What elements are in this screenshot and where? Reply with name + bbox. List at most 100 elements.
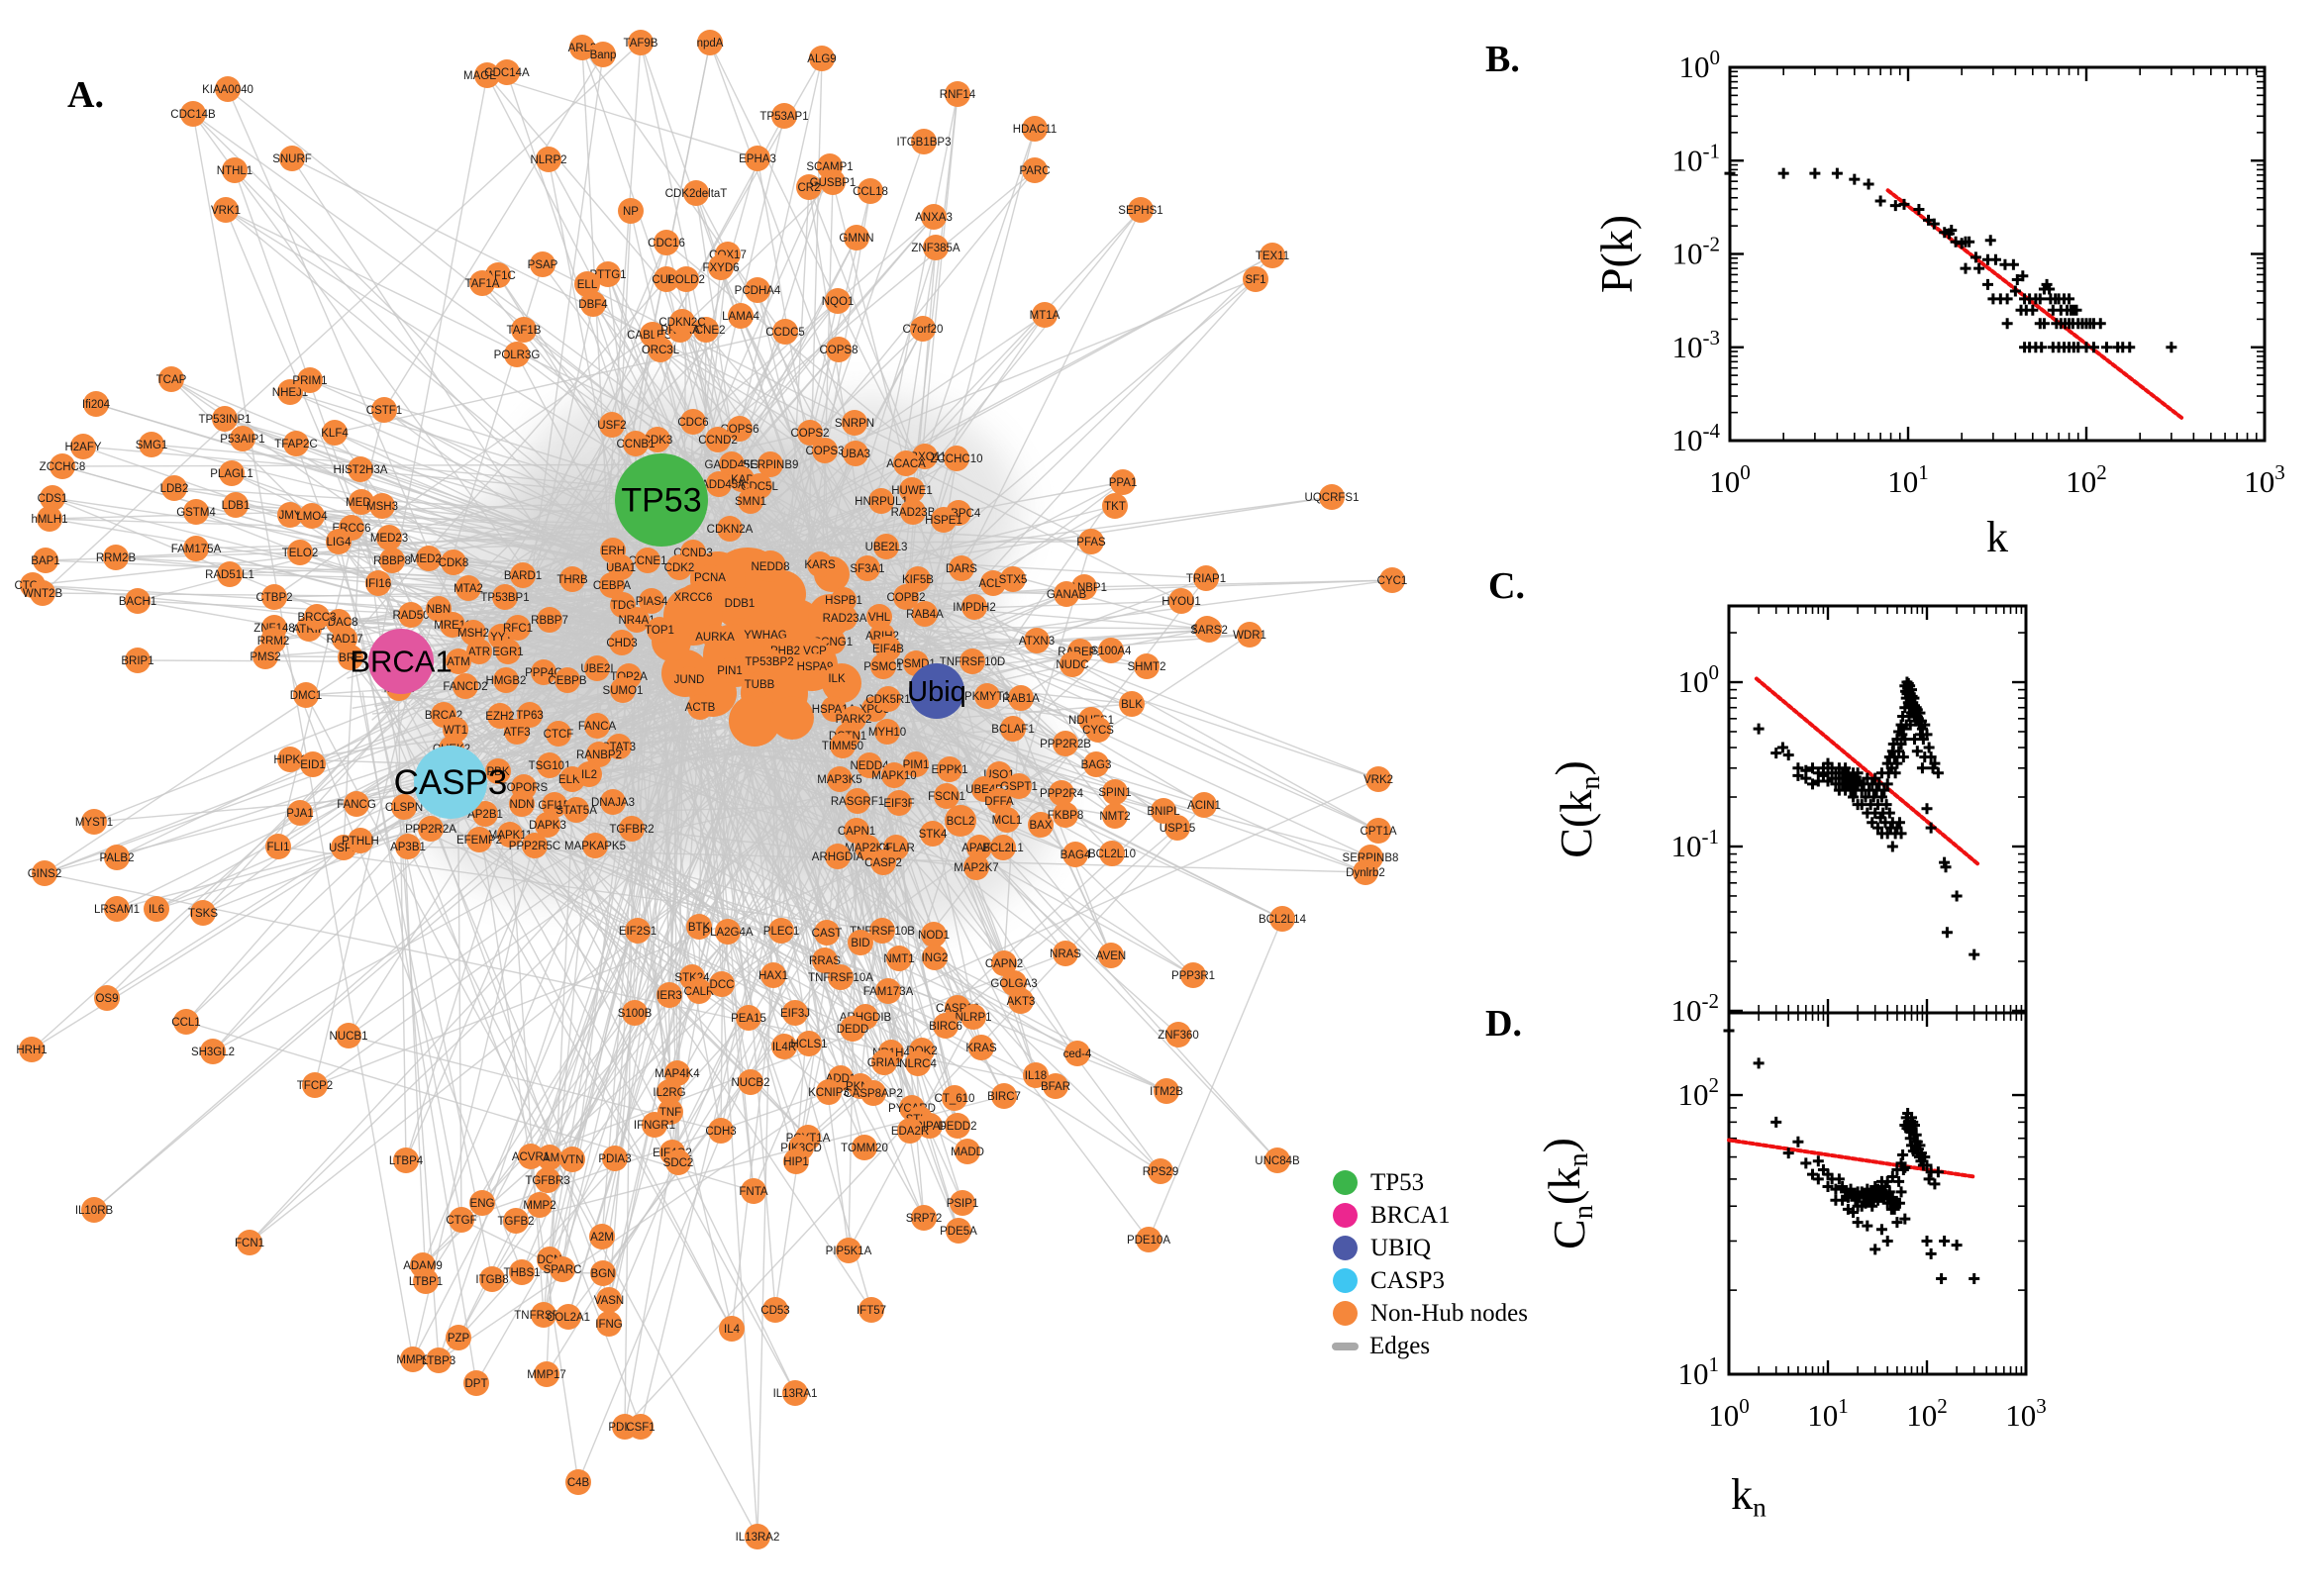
network-node: LTBP1 bbox=[409, 1268, 443, 1294]
network-node: GANAB bbox=[1047, 581, 1086, 607]
network-node: CT_610 bbox=[935, 1085, 974, 1111]
network-node: CPT1A bbox=[1360, 818, 1397, 844]
legend-label: UBIQ bbox=[1370, 1235, 1432, 1261]
network-node: SUMO1 bbox=[603, 677, 643, 703]
network-node: S100B bbox=[618, 1000, 653, 1026]
network-node: JMY bbox=[277, 502, 303, 528]
network-node: ATXN3 bbox=[1019, 628, 1055, 653]
network-node: GINS2 bbox=[28, 860, 61, 886]
network-node: CDK8 bbox=[439, 549, 468, 575]
network-node: IFT57 bbox=[857, 1297, 886, 1323]
x-tick-label: 100 bbox=[1709, 460, 1751, 499]
network-node: FANCA bbox=[578, 713, 616, 739]
network-node: THBS1 bbox=[503, 1259, 541, 1285]
network-node: HMGB2 bbox=[486, 667, 526, 693]
network-node: Ifi204 bbox=[82, 391, 111, 417]
network-node: BRCC3 bbox=[298, 604, 336, 630]
network-node: CCNB1 bbox=[617, 431, 655, 456]
network-node: MYST1 bbox=[75, 809, 113, 835]
network-node: POLD2 bbox=[667, 266, 705, 292]
network-node: IL4R bbox=[771, 1034, 797, 1059]
hub-node-ubiq: Ubiq bbox=[907, 663, 966, 719]
network-node: ING2 bbox=[922, 945, 948, 970]
network-node: HSPE1 bbox=[925, 507, 962, 533]
network-node: IL13RA2 bbox=[736, 1524, 779, 1549]
network-node: CCDC5 bbox=[765, 319, 805, 345]
legend-label: Edges bbox=[1369, 1333, 1431, 1359]
network-node: PPP2R2A bbox=[405, 816, 456, 842]
network-node: HYOU1 bbox=[1162, 588, 1201, 614]
network-node: UBA3 bbox=[841, 441, 870, 466]
network-node: COPB2 bbox=[887, 584, 926, 610]
network-node: NDN bbox=[509, 791, 535, 817]
network-node: IFI16 bbox=[365, 570, 391, 596]
network-node: MAP2K7 bbox=[954, 854, 999, 880]
network-node: FSCN1 bbox=[928, 783, 965, 809]
network-node: BGN bbox=[590, 1260, 616, 1286]
network-node: YWHAG bbox=[744, 622, 787, 648]
network-node: npdA bbox=[697, 30, 724, 55]
network-node: IL2 bbox=[576, 761, 602, 787]
network-node: GSTM4 bbox=[176, 499, 216, 525]
network-node: STX5 bbox=[999, 566, 1027, 592]
network-node: CDKN2A bbox=[707, 516, 754, 542]
network-node: ZCCHC10 bbox=[930, 446, 983, 471]
network-node: BLK bbox=[1119, 691, 1145, 717]
xlabel-d: kn bbox=[1731, 1470, 1767, 1523]
network-node: PBK bbox=[485, 758, 511, 784]
network-node: RAB1A bbox=[1002, 685, 1040, 711]
x-tick-label: 101 bbox=[1887, 460, 1929, 499]
power-law-fit-line bbox=[1754, 676, 1980, 866]
network-node: EID1 bbox=[300, 751, 326, 777]
network-node: HSPA1A bbox=[812, 696, 857, 722]
network-node: PCNA bbox=[694, 564, 726, 590]
network-node: RRAS bbox=[809, 948, 841, 973]
network-node: PSMC1 bbox=[863, 653, 903, 679]
network-node: MED1 bbox=[346, 489, 377, 515]
network-node: AP2B1 bbox=[467, 801, 503, 827]
network-node: STAT5A bbox=[556, 797, 597, 823]
legend-item-tp53: TP53 bbox=[1333, 1166, 1528, 1199]
network-node: SERPINB9 bbox=[743, 451, 798, 477]
scatter-points bbox=[1753, 676, 1980, 960]
network-node: GMNN bbox=[839, 225, 874, 250]
network-node: ILK bbox=[824, 665, 850, 691]
network-node: SF1 bbox=[1243, 266, 1268, 292]
network-node: PDE10A bbox=[1127, 1227, 1170, 1252]
network-node: EPPK1 bbox=[931, 756, 968, 782]
network-node: ARL3 bbox=[568, 35, 596, 60]
network-node: TFAP2C bbox=[274, 431, 318, 456]
panel-b-label: B. bbox=[1485, 39, 1520, 80]
network-node: RPS29 bbox=[1143, 1158, 1178, 1184]
network-node: CSF1 bbox=[626, 1414, 656, 1440]
network-node: LMO4 bbox=[296, 503, 328, 529]
network-node: PSAP bbox=[528, 251, 558, 277]
network-node: S100A4 bbox=[1091, 638, 1132, 663]
network-node: ACACA bbox=[886, 450, 926, 476]
network-node: PDIA3 bbox=[598, 1146, 632, 1171]
network-node: SF3A1 bbox=[850, 555, 885, 581]
legend-label: TP53 bbox=[1370, 1169, 1425, 1196]
network-node: COPS6 bbox=[721, 416, 759, 442]
node-color-swatch bbox=[1333, 1301, 1358, 1326]
network-node: HCLS1 bbox=[790, 1031, 828, 1056]
network-node: PZP bbox=[446, 1325, 471, 1350]
network-node: BCL2L1 bbox=[982, 835, 1024, 860]
network-node: MT1A bbox=[1030, 302, 1060, 328]
network-node: CSTF1 bbox=[366, 397, 402, 423]
network-node: NMT1 bbox=[883, 946, 915, 971]
network-node: WDR1 bbox=[1233, 622, 1266, 648]
axis-ticks bbox=[1727, 1013, 2028, 1376]
network-node: EZH2 bbox=[485, 703, 515, 729]
hub-node-brca1: BRCA1 bbox=[350, 629, 453, 694]
network-node: ARHGDIA bbox=[812, 844, 864, 869]
network-node: LTBP4 bbox=[389, 1147, 424, 1173]
network-node: TNFRSF10B bbox=[850, 918, 915, 944]
network-node: SNRPN bbox=[835, 410, 874, 436]
network-node: MAP3K5 bbox=[817, 766, 862, 792]
network-node: TGFBR2 bbox=[609, 816, 655, 842]
network-node: CALR bbox=[684, 978, 714, 1004]
network-node: ENG bbox=[469, 1190, 495, 1216]
network-node: PALB2 bbox=[100, 845, 134, 870]
